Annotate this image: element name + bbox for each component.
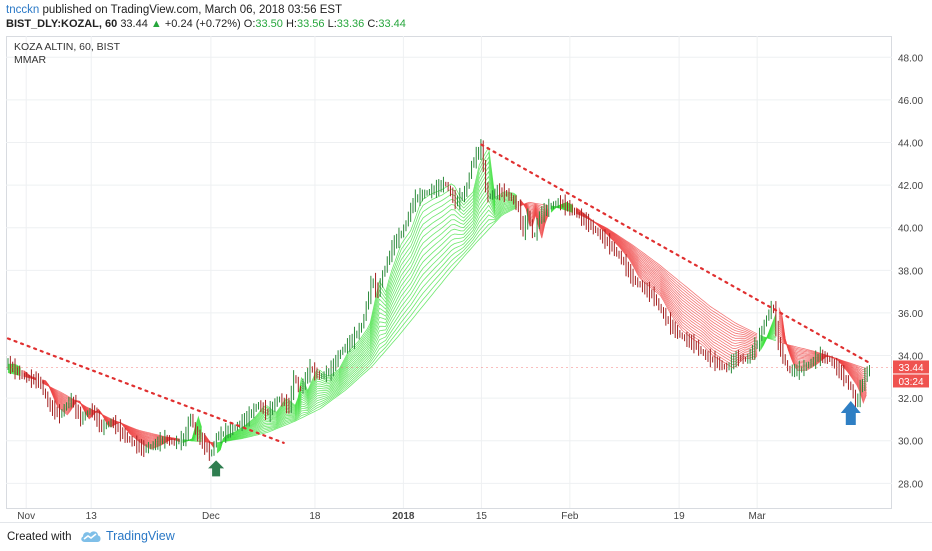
close-value: 33.44 bbox=[378, 18, 406, 30]
last-price-tag bbox=[893, 360, 929, 374]
blue-up-arrow-icon bbox=[840, 401, 861, 426]
x-tick-label: 2018 bbox=[392, 511, 415, 522]
x-tick-label: 15 bbox=[476, 511, 488, 522]
publisher-username[interactable]: tncckn bbox=[6, 4, 40, 16]
ribbon-line-down bbox=[23, 203, 867, 446]
triangle-up-icon: ▲ bbox=[150, 18, 162, 30]
ribbon-line-down bbox=[23, 202, 867, 446]
y-tick-label: 46.00 bbox=[898, 96, 923, 107]
ribbon-line-down bbox=[23, 203, 867, 445]
ribbon-line-down bbox=[23, 201, 867, 444]
ribbon-line-up bbox=[8, 204, 870, 446]
x-tick-label: 19 bbox=[674, 511, 686, 522]
ribbon-line-down bbox=[23, 200, 867, 448]
open-label: O: bbox=[243, 18, 256, 30]
ribbon-line-up bbox=[8, 191, 870, 448]
ribbon-line-up bbox=[8, 196, 870, 447]
y-tick-label: 38.00 bbox=[898, 266, 923, 277]
ribbon-line-down bbox=[23, 203, 867, 445]
countdown-tag-label: 03:24 bbox=[898, 377, 923, 388]
chart-legend: KOZA ALTIN, 60, BIST MMAR bbox=[14, 41, 120, 67]
low-label: L: bbox=[327, 18, 337, 30]
ribbon-line-down bbox=[23, 203, 867, 444]
y-tick-label: 32.00 bbox=[898, 394, 923, 405]
countdown-tag bbox=[893, 374, 929, 388]
x-tick-label: 18 bbox=[309, 511, 321, 522]
green-up-arrow-icon bbox=[208, 460, 225, 477]
legend-indicator: MMAR bbox=[14, 54, 47, 66]
chart-pane[interactable] bbox=[6, 36, 892, 509]
ribbon-line-up bbox=[8, 205, 870, 445]
x-tick-label: Nov bbox=[17, 511, 35, 522]
ticker-line: BIST_DLY:KOZAL, 60 33.44 ▲ +0.24 (+0.72%… bbox=[6, 17, 406, 31]
close-label: C: bbox=[367, 18, 379, 30]
y-tick-label: 42.00 bbox=[898, 181, 923, 192]
last-price-tag-label: 33.44 bbox=[898, 363, 923, 374]
ribbon-line-down bbox=[23, 199, 867, 449]
low-value: 33.36 bbox=[336, 18, 365, 30]
trendline bbox=[480, 143, 873, 366]
ribbon-line-down bbox=[23, 202, 867, 446]
y-tick-label: 36.00 bbox=[898, 309, 923, 320]
footer-bar: Created with TradingView bbox=[0, 522, 932, 551]
publish-header: tncckn published on TradingView.com, Mar… bbox=[6, 2, 342, 18]
x-tick-label: Mar bbox=[749, 511, 767, 522]
ribbon-line-down bbox=[23, 203, 867, 444]
legend-symbol: KOZA ALTIN, 60, BIST bbox=[14, 41, 121, 53]
ribbon-line-up bbox=[8, 162, 870, 451]
ribbon-line-down bbox=[23, 200, 867, 447]
ribbon-line-up bbox=[8, 186, 870, 448]
y-tick-label: 44.00 bbox=[898, 139, 923, 150]
high-label: H: bbox=[285, 18, 297, 30]
ribbon-line-up bbox=[8, 157, 870, 452]
y-tick-label: 28.00 bbox=[898, 479, 923, 490]
y-tick-label: 34.00 bbox=[898, 352, 923, 363]
ribbon-line-down bbox=[23, 199, 867, 448]
cloud-logo-icon bbox=[81, 531, 101, 542]
x-tick-label: Feb bbox=[561, 511, 579, 522]
x-tick-label: 13 bbox=[86, 511, 98, 522]
high-value: 33.56 bbox=[296, 18, 325, 30]
ribbon-line-down bbox=[23, 199, 867, 450]
ribbon-line-up bbox=[8, 167, 870, 451]
y-tick-label: 48.00 bbox=[898, 53, 923, 64]
y-tick-label: 40.00 bbox=[898, 224, 923, 235]
open-value: 33.50 bbox=[255, 18, 283, 30]
ribbon-line-up bbox=[8, 181, 870, 449]
ribbon-line-down bbox=[23, 201, 867, 447]
ribbon-line-down bbox=[23, 201, 867, 447]
y-tick-label: 30.00 bbox=[898, 437, 923, 448]
ribbon-line-up bbox=[8, 152, 870, 452]
price-change: +0.24 (+0.72%) bbox=[164, 18, 241, 30]
ribbon-line-down bbox=[23, 201, 867, 447]
ribbon-line-down bbox=[23, 203, 867, 444]
x-tick-label: Dec bbox=[202, 511, 220, 522]
ribbon-line-up bbox=[8, 201, 870, 447]
tradingview-brand: TradingView bbox=[106, 529, 175, 543]
trendline bbox=[6, 337, 285, 444]
last-price: 33.44 bbox=[120, 18, 148, 30]
ticker-symbol: BIST_DLY:KOZAL, 60 bbox=[6, 18, 118, 30]
tradingview-logo-link[interactable]: TradingView bbox=[80, 529, 175, 543]
ribbon-line-down bbox=[23, 203, 867, 445]
created-with-label: Created with bbox=[7, 531, 72, 543]
publish-info: published on TradingView.com, March 06, … bbox=[42, 4, 343, 16]
